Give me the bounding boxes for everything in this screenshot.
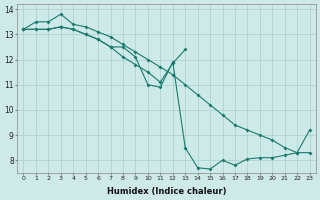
X-axis label: Humidex (Indice chaleur): Humidex (Indice chaleur): [107, 187, 226, 196]
